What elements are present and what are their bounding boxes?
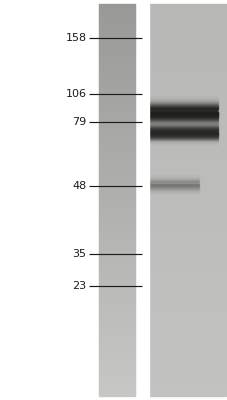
Text: 158: 158 — [65, 33, 86, 43]
Text: 48: 48 — [72, 181, 86, 191]
Bar — [140, 4, 149, 396]
Text: 23: 23 — [72, 281, 86, 291]
Text: 106: 106 — [65, 89, 86, 99]
Text: 79: 79 — [72, 117, 86, 127]
Text: 35: 35 — [72, 249, 86, 259]
